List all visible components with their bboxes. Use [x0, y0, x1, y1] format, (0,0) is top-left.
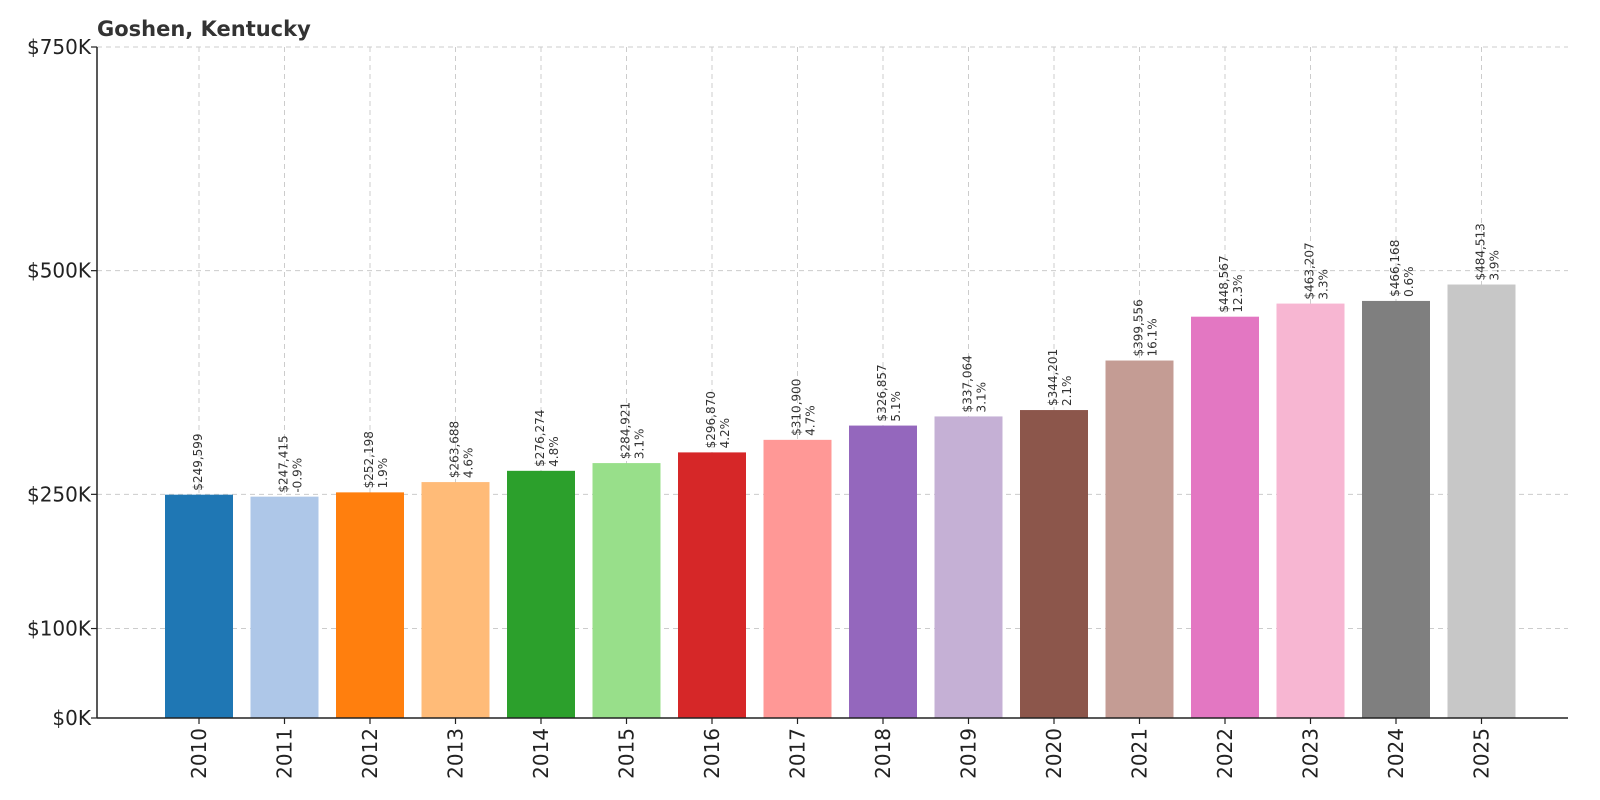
x-tick-label: 2022	[1213, 728, 1237, 779]
bar-2018	[849, 425, 917, 718]
bar-2012	[336, 492, 404, 718]
bar-value-label: $484,513	[1474, 223, 1488, 280]
bar-value-label: $263,688	[448, 421, 462, 478]
bar-value-label: $399,556	[1132, 299, 1146, 356]
bar-change-label: 3.9%	[1488, 250, 1502, 281]
bar-change-label: 4.6%	[462, 448, 476, 479]
bar-change-label: 3.1%	[975, 382, 989, 413]
x-tick-label: 2019	[957, 728, 981, 779]
bar-change-label: 4.7%	[804, 405, 818, 436]
x-tick-label: 2016	[700, 728, 724, 779]
bar-change-label: 1.9%	[376, 458, 390, 489]
x-tick-label: 2017	[786, 728, 810, 779]
x-tick-label: 2024	[1384, 728, 1408, 779]
bar-change-label: 12.3%	[1231, 275, 1245, 313]
x-tick-label: 2011	[273, 728, 297, 779]
bar-value-label: $466,168	[1388, 240, 1402, 297]
bar-2010	[165, 494, 233, 718]
bar-change-label: 3.3%	[1317, 269, 1331, 300]
x-axis-ticks: 2010 2011 2012 2013 2014 2015 2016 2017 2018 2019…	[187, 718, 1494, 779]
x-tick-label: 2025	[1470, 728, 1494, 779]
bar-change-label: -0.9%	[291, 458, 305, 493]
bar-2013	[421, 482, 490, 718]
x-tick-label: 2012	[358, 728, 382, 779]
bar-2025	[1447, 284, 1516, 718]
axes	[96, 47, 1568, 719]
bar-2019	[934, 416, 1003, 718]
y-tick-label: $100K	[27, 617, 92, 641]
bar-change-label: 0.6%	[1402, 266, 1416, 297]
bar-change-label: 3.1%	[633, 429, 647, 460]
bar-2023	[1276, 303, 1345, 718]
bar-2020	[1020, 410, 1088, 718]
bar-change-label: 4.8%	[547, 436, 561, 467]
bar-change-label: 2.1%	[1060, 376, 1074, 407]
y-tick-label: $500K	[27, 259, 92, 283]
bar-value-label: $463,207	[1303, 242, 1317, 299]
bar-change-label: 4.2%	[718, 418, 732, 449]
bar-2024	[1362, 300, 1430, 718]
y-tick-label: $0K	[52, 706, 91, 730]
x-tick-label: 2015	[615, 728, 639, 779]
x-tick-label: 2010	[187, 728, 211, 779]
bar-2011	[250, 496, 319, 718]
x-tick-label: 2023	[1299, 728, 1323, 779]
x-tick-label: 2021	[1128, 728, 1152, 779]
bar-value-label: $296,870	[704, 391, 718, 448]
bar-value-label: $252,198	[362, 431, 376, 488]
bar-2016	[678, 452, 746, 718]
y-tick-label: $250K	[27, 482, 92, 506]
bar-2021	[1105, 360, 1174, 718]
chart-title: Goshen, Kentucky	[97, 17, 311, 41]
bar-2017	[763, 439, 832, 718]
bar-2014	[507, 470, 575, 718]
bar-change-label: 16.1%	[1146, 318, 1160, 356]
bars	[165, 284, 1516, 718]
x-tick-label: 2013	[444, 728, 468, 779]
bar-value-label: $337,064	[961, 355, 975, 412]
bar-2022	[1191, 316, 1259, 718]
bar-value-label: $247,415	[277, 435, 291, 492]
x-tick-label: 2020	[1042, 728, 1066, 779]
y-tick-label: $750K	[27, 35, 92, 59]
bar-change-label: 5.1%	[889, 391, 903, 422]
bar-value-label: $310,900	[790, 379, 804, 436]
bar-value-label: $276,274	[533, 410, 547, 467]
x-tick-label: 2018	[871, 728, 895, 779]
bar-value-label: $344,201	[1046, 349, 1060, 406]
bar-value-label: $448,567	[1217, 255, 1231, 312]
data-labels: $249,599 $247,415 -0.9% $252,198 1.9% $263,68…	[191, 223, 1502, 492]
x-tick-label: 2014	[529, 728, 553, 779]
bar-value-label: $326,857	[875, 364, 889, 421]
bar-value-label: $284,921	[619, 402, 633, 459]
bar-value-label: $249,599	[191, 433, 205, 490]
bar-2015	[592, 463, 661, 718]
y-axis-ticks: $0K $100K $250K $500K $750K	[27, 35, 97, 730]
